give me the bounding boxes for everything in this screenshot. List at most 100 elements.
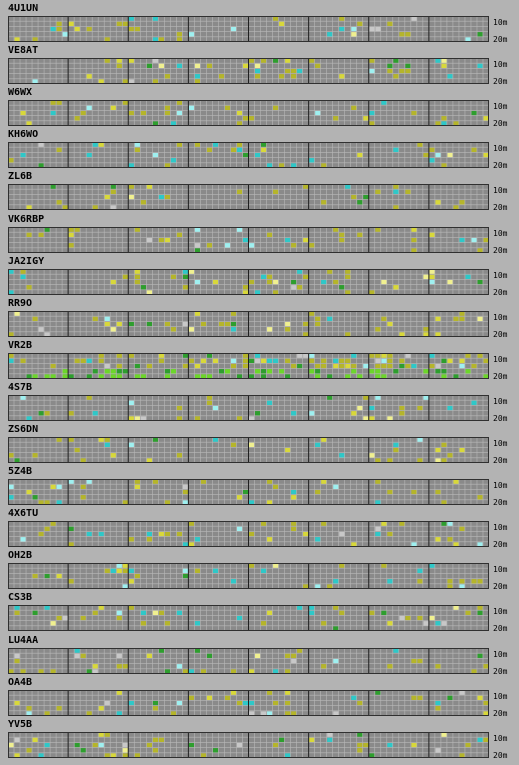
beacon-callsign: CS3B: [8, 592, 33, 604]
signal-cell: [80, 458, 86, 463]
signal-cell: [152, 37, 159, 42]
signal-cell: [104, 195, 110, 200]
signal-cell: [134, 269, 140, 274]
signal-cell: [273, 668, 279, 674]
signal-cell: [459, 200, 465, 205]
signal-cell: [230, 363, 237, 369]
signal-cell: [74, 26, 80, 32]
signal-cell: [417, 568, 423, 574]
beacon-callsign: 5Z4B: [8, 466, 33, 478]
signal-cell: [441, 458, 447, 463]
signal-cell: [212, 279, 219, 284]
signal-cell: [188, 542, 195, 547]
signal-cell: [158, 37, 165, 42]
signal-cell: [309, 158, 315, 163]
signal-cell: [68, 437, 74, 442]
signal-cell: [44, 410, 50, 416]
signal-cell: [212, 568, 219, 574]
signal-cell: [345, 374, 351, 379]
signal-cell: [152, 611, 159, 616]
signal-cell: [453, 479, 459, 484]
signal-cell: [399, 410, 405, 416]
signal-cell: [188, 105, 195, 111]
signal-cell: [188, 326, 195, 332]
signal-cell: [249, 710, 255, 716]
signal-cell: [369, 453, 375, 458]
signal-cell: [50, 668, 56, 674]
signal-cell: [459, 311, 465, 316]
signal-cell: [315, 584, 321, 589]
signal-cell: [255, 358, 261, 363]
signal-cell: [110, 326, 116, 332]
signal-cell: [128, 16, 134, 21]
beacon-row: OA4B 10m 20m: [0, 677, 519, 719]
signal-cell: [285, 668, 291, 674]
signal-cell: [74, 116, 80, 121]
signal-cell: [381, 563, 387, 569]
signal-cell: [417, 142, 423, 148]
signal-cell: [249, 58, 255, 63]
signal-cell: [285, 653, 291, 658]
signal-cell: [62, 374, 68, 379]
signal-cell: [116, 616, 122, 621]
signal-cell: [261, 147, 267, 153]
signal-cell: [285, 690, 291, 695]
signal-cell: [194, 74, 201, 79]
signal-cell: [134, 147, 140, 153]
signal-cell: [152, 737, 159, 742]
signal-cell: [255, 353, 261, 358]
signal-cell: [423, 331, 429, 337]
signal-cell: [417, 658, 423, 663]
signal-cell: [375, 532, 381, 537]
signal-cell: [249, 668, 255, 674]
signal-cell: [339, 363, 345, 369]
signal-cell: [140, 374, 146, 379]
band-label-10m: 10m: [493, 396, 508, 406]
signal-cell: [261, 368, 267, 374]
signal-cell: [230, 321, 237, 326]
signal-cell: [375, 395, 381, 400]
signal-cell: [182, 489, 189, 495]
signal-cell: [459, 526, 465, 532]
signal-cell: [26, 374, 32, 379]
signal-cell: [242, 153, 249, 158]
signal-cell: [333, 626, 339, 632]
signal-cell: [321, 279, 327, 284]
signal-cell: [291, 653, 297, 658]
signal-cell: [26, 121, 32, 126]
signal-cell: [435, 316, 441, 321]
signal-cell: [393, 648, 399, 653]
signal-cell: [62, 32, 68, 37]
signal-grid: [8, 394, 489, 421]
signal-cell: [303, 532, 309, 537]
signal-cell: [188, 521, 195, 527]
signal-cell: [200, 358, 207, 363]
signal-cell: [465, 742, 471, 747]
signal-cell: [387, 458, 393, 463]
signal-cell: [273, 358, 279, 363]
signal-cell: [435, 363, 441, 369]
signal-cell: [170, 326, 177, 332]
signal-cell: [230, 311, 237, 316]
signal-cell: [369, 121, 375, 126]
signal-cell: [435, 537, 441, 542]
signal-cell: [182, 484, 189, 490]
signal-cell: [182, 269, 189, 274]
signal-cell: [176, 453, 183, 458]
signal-cell: [459, 316, 465, 321]
band-label-20m: 20m: [493, 77, 508, 87]
signal-cell: [441, 368, 447, 374]
signal-cell: [387, 621, 393, 626]
signal-cell: [417, 458, 423, 463]
signal-cell: [146, 321, 152, 326]
signal-cell: [333, 358, 339, 363]
signal-cell: [381, 279, 387, 284]
signal-cell: [140, 200, 146, 205]
signal-cell: [321, 479, 327, 484]
signal-cell: [441, 521, 447, 527]
signal-cell: [435, 700, 441, 705]
signal-cell: [140, 111, 146, 116]
signal-cell: [176, 32, 183, 37]
signal-cell: [38, 500, 44, 505]
signal-cell: [74, 358, 80, 363]
